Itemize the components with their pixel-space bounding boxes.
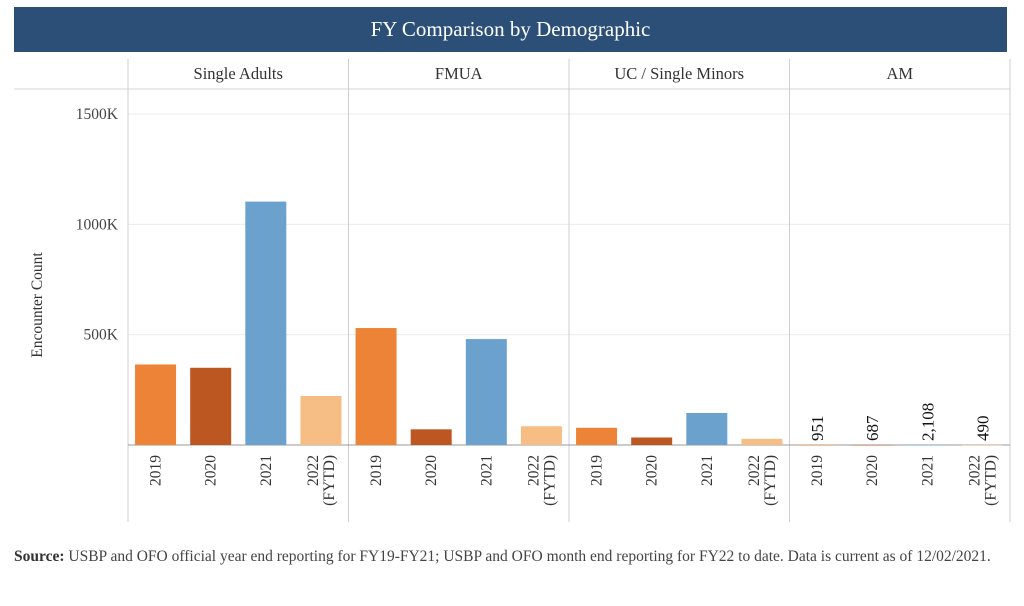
panel-header: FMUA (435, 64, 483, 83)
x-tick-label-line: 2019 (368, 455, 385, 486)
x-tick-label-line: 2022 (525, 455, 542, 486)
x-tick-label: 2019 (148, 455, 165, 486)
bar (686, 413, 728, 445)
panel-header: Single Adults (194, 64, 283, 83)
bar (796, 444, 838, 446)
x-tick-label: 2022(FYTD) (525, 455, 558, 506)
bar (906, 444, 948, 446)
x-tick-label-line: 2019 (589, 455, 606, 486)
x-tick-label: 2020 (423, 455, 440, 486)
x-tick-label: 2021 (919, 455, 936, 486)
bar (576, 427, 618, 445)
source-note: Source: USBP and OFO official year end r… (14, 546, 1014, 568)
x-tick-label: 2022(FYTD) (305, 455, 338, 506)
bar (410, 429, 452, 445)
x-tick-label-line: 2022 (746, 455, 763, 486)
x-tick-label: 2019 (368, 455, 385, 486)
y-axis-label: Encounter Count (29, 252, 46, 358)
bar (520, 426, 562, 445)
x-tick-label-line: 2020 (423, 455, 440, 486)
bar (135, 364, 177, 445)
bar (741, 438, 783, 445)
bar (190, 367, 232, 445)
x-tick-label-line: (FYTD) (321, 455, 338, 506)
x-tick-label-line: 2021 (478, 455, 495, 486)
bar (465, 339, 507, 445)
x-tick-label-line: (FYTD) (541, 455, 558, 506)
source-label: Source: (14, 548, 65, 565)
bar (355, 328, 397, 445)
x-tick-label-line: 2021 (699, 455, 716, 486)
x-tick-label: 2020 (864, 455, 881, 486)
bar (300, 396, 342, 445)
x-tick-label: 2020 (203, 455, 220, 486)
x-tick-label: 2019 (809, 455, 826, 486)
x-tick-label-line: 2020 (203, 455, 220, 486)
x-tick-label: 2020 (644, 455, 661, 486)
x-tick-label: 2022(FYTD) (966, 455, 999, 506)
x-tick-label-line: 2022 (966, 455, 983, 486)
chart-title: FY Comparison by Demographic (14, 7, 1007, 52)
x-tick-label-line: (FYTD) (982, 455, 999, 506)
x-tick-label: 2021 (258, 455, 275, 486)
data-label: 2,108 (918, 403, 937, 441)
data-label: 490 (973, 416, 992, 442)
x-tick-label-line: 2020 (644, 455, 661, 486)
bar (245, 201, 287, 445)
x-tick-label-line: 2019 (809, 455, 826, 486)
bar-chart: 500K 1000K 1500K Encounter Count Single Adul… (14, 59, 1011, 522)
x-tick-label-line: 2020 (864, 455, 881, 486)
panel-header: AM (886, 64, 913, 83)
bar (851, 444, 893, 446)
data-label: 951 (808, 416, 827, 442)
x-tick-label-line: 2022 (305, 455, 322, 486)
x-tick-label: 2021 (478, 455, 495, 486)
bar (631, 437, 673, 445)
source-text: USBP and OFO official year end reporting… (68, 548, 991, 565)
x-tick-label-line: (FYTD) (762, 455, 779, 506)
x-tick-label-line: 2021 (919, 455, 936, 486)
y-tick-label: 500K (84, 327, 119, 344)
x-tick-label: 2019 (589, 455, 606, 486)
y-tick-label: 1000K (76, 216, 119, 233)
bar (961, 444, 1003, 446)
y-tick-label: 1500K (76, 106, 119, 123)
data-label: 687 (863, 415, 882, 441)
x-tick-label-line: 2019 (148, 455, 165, 486)
x-tick-label-line: 2021 (258, 455, 275, 486)
x-tick-label: 2021 (699, 455, 716, 486)
x-tick-label: 2022(FYTD) (746, 455, 779, 506)
panel-header: UC / Single Minors (614, 64, 744, 83)
